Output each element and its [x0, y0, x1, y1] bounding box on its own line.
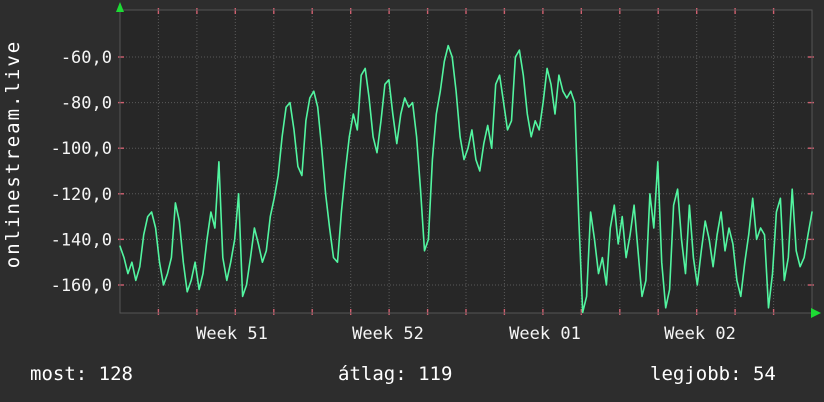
stat-atlag-label: átlag:	[338, 363, 407, 385]
stat-atlag-value: 119	[418, 363, 453, 385]
x-tick-label: Week 52	[352, 324, 424, 344]
stat-most: most: 128	[30, 363, 133, 385]
y-tick-label: -60,0	[61, 48, 112, 68]
stat-legjobb: legjobb: 54	[650, 363, 776, 385]
stat-most-label: most:	[30, 363, 88, 385]
y-tick-label: -80,0	[61, 94, 112, 114]
x-tick-label: Week 02	[664, 324, 736, 344]
stat-most-value: 128	[98, 363, 133, 385]
y-tick-label: -120,0	[51, 185, 112, 205]
series-line	[119, 44, 813, 314]
stat-legjobb-label: legjobb:	[650, 363, 742, 385]
plot-border	[119, 9, 813, 314]
y-tick-label: -160,0	[51, 276, 112, 296]
y-tick-label: -140,0	[51, 230, 112, 250]
x-tick-label: Week 01	[509, 324, 581, 344]
stat-atlag: átlag: 119	[338, 363, 452, 385]
stat-legjobb-value: 54	[752, 363, 776, 385]
x-tick-label: Week 51	[196, 324, 268, 344]
x-axis-arrow-icon	[811, 308, 821, 318]
y-axis-arrow-icon	[116, 2, 124, 12]
y-tick-label: -100,0	[51, 139, 112, 159]
